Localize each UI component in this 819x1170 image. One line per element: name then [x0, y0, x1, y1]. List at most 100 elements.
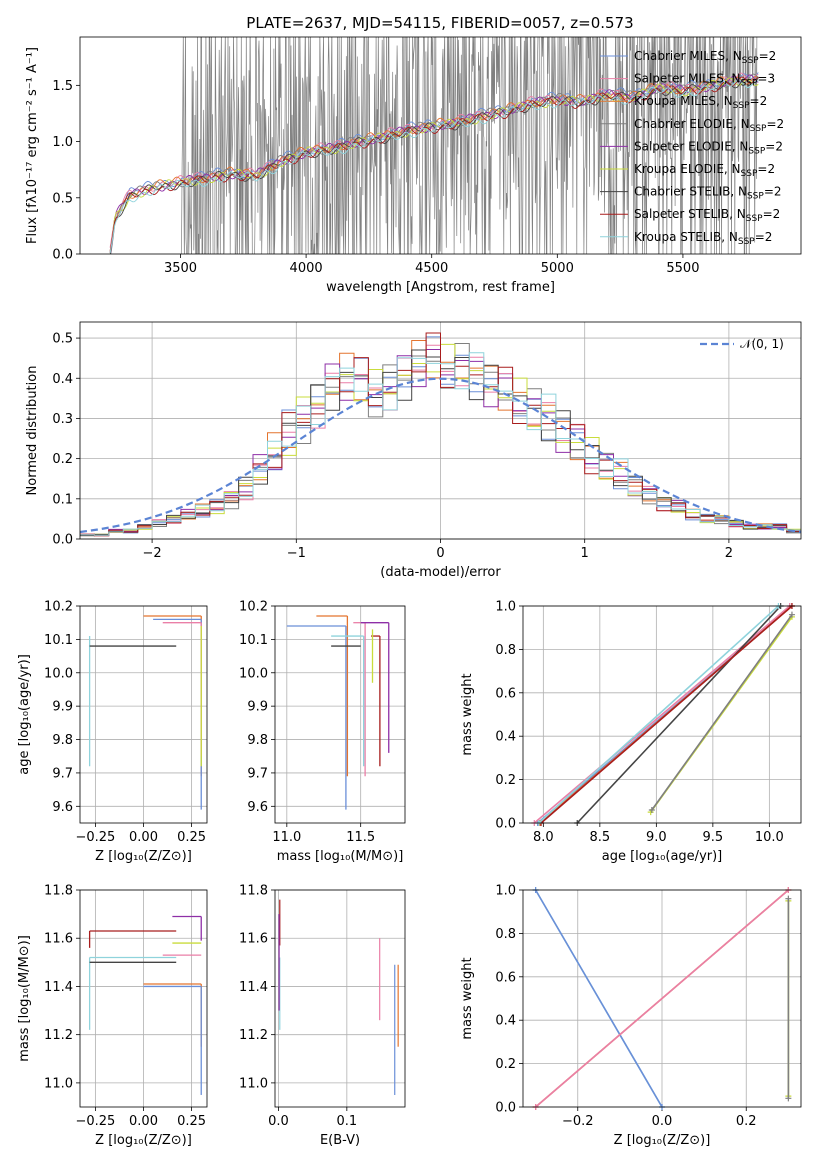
y-tick-label: 9.8: [52, 733, 73, 748]
x-tick-label: 0.2: [736, 1114, 757, 1129]
weight-line-5: [538, 605, 779, 824]
model-line-7: [109, 76, 759, 253]
x-tick-label: 4500: [415, 261, 448, 276]
y-tick-label: 11.0: [239, 1076, 268, 1091]
axes-frame: [79, 36, 802, 255]
y-tick-label: 11.6: [44, 932, 73, 947]
x-tick-label: 8.0: [533, 830, 554, 845]
y-tick-label: 10.2: [44, 600, 73, 615]
x-tick-label: 0: [436, 546, 444, 561]
y-tick-label: 0.2: [495, 773, 516, 788]
normal-curve-line: [79, 377, 802, 534]
y-tick-label: 0.8: [495, 643, 516, 658]
weight-marker: [785, 895, 792, 902]
y-axis-label: age [log₁₀(age/yr)]: [17, 654, 32, 775]
x-axis-label: Z [log₁₀(Z/Z⊙)]: [95, 1133, 192, 1148]
weight-line-4: [540, 605, 793, 824]
x-axis-label: Z [log₁₀(Z/Z⊙)]: [614, 1133, 711, 1148]
y-tick-label: 0.6: [495, 686, 516, 701]
axes-frame: [522, 605, 802, 824]
y-tick-label: 11.0: [44, 1076, 73, 1091]
y-tick-label: 9.6: [247, 800, 268, 815]
x-axis-label: E(B-V): [320, 1133, 360, 1148]
legend-label: Salpeter MILES, NSSP=3: [634, 72, 775, 89]
y-axis-label: mass weight: [460, 673, 475, 755]
y-tick-label: 10.0: [44, 666, 73, 681]
y-tick-label: 10.1: [44, 633, 73, 648]
legend-label: Chabrier ELODIE, NSSP=2: [634, 117, 784, 134]
x-tick-label: 0.0: [268, 1114, 289, 1129]
y-axis-label: mass weight: [460, 957, 475, 1039]
y-tick-label: 0.4: [52, 372, 73, 387]
weight-line-1: [533, 605, 791, 824]
y-tick-label: 0.1: [52, 492, 73, 507]
legend-label: Salpeter STELIB, NSSP=2: [634, 207, 780, 224]
panel-mass-vs-Z: −0.25 0.00 0.25 11.0 11.2 11.4 11.6 11.8 Z [log₁…: [17, 884, 208, 1148]
legend-label: Chabrier STELIB, NSSP=2: [634, 185, 782, 202]
x-tick-label: −2: [143, 546, 162, 561]
weight-marker: [648, 806, 655, 813]
panel-mass-weight-vs-Z: −0.2 0.0 0.2 0.0 0.2 0.4 0.6 0.8 1.0 Z [log₁₀(Z/Z…: [460, 884, 802, 1148]
histogram-step-8: [80, 352, 801, 536]
axes-frame: [79, 889, 208, 1108]
y-tick-label: 1.0: [52, 135, 73, 150]
x-tick-label: 0.25: [177, 830, 206, 845]
legend-label: 𝒩(0, 1): [740, 337, 784, 351]
model-line-5: [109, 77, 759, 254]
x-tick-label: 8.5: [590, 830, 611, 845]
spectrum-legend: Chabrier MILES, NSSP=2 Salpeter MILES, NS…: [600, 49, 784, 247]
y-axis-label: mass [log₁₀(M/M⊙)]: [17, 935, 32, 1062]
y-tick-label: 0.0: [52, 533, 73, 548]
model-line-6: [109, 77, 759, 254]
y-axis-label: Flux [fλ10⁻¹⁷ erg cm⁻² s⁻¹ A⁻¹]: [25, 47, 40, 244]
y-tick-label: 11.2: [239, 1028, 268, 1043]
x-tick-label: 0.0: [652, 1114, 673, 1129]
weight-line-1: [534, 889, 663, 1108]
y-tick-label: 11.2: [44, 1028, 73, 1043]
y-tick-label: 0.5: [52, 191, 73, 206]
observed-spectrum-line: [180, 37, 758, 254]
legend-label: Salpeter ELODIE, NSSP=2: [634, 139, 783, 156]
y-tick-label: 10.0: [239, 666, 268, 681]
x-tick-label: 11.0: [272, 830, 301, 845]
panel-mass-vs-ebv: 0.0 0.1 11.0 11.2 11.4 11.6 11.8 E(B-V): [239, 884, 406, 1148]
y-tick-label: 10.2: [239, 600, 268, 615]
x-tick-label: 3500: [164, 261, 197, 276]
y-tick-label: 11.8: [44, 884, 73, 899]
y-tick-label: 10.1: [239, 633, 268, 648]
axes-frame: [522, 889, 802, 1108]
x-tick-label: −1: [287, 546, 306, 561]
axes-frame: [79, 321, 802, 540]
x-axis-label: age [log₁₀(age/yr)]: [602, 849, 723, 864]
weight-line-7: [651, 614, 793, 811]
x-tick-label: 0.1: [336, 1114, 357, 1129]
x-tick-label: 0.25: [177, 1114, 206, 1129]
figure-title: PLATE=2637, MJD=54115, FIBERID=0057, z=0…: [246, 14, 633, 32]
histogram-step-7: [80, 332, 801, 537]
y-tick-label: 9.7: [52, 766, 73, 781]
panel-residuals: −2 −1 0 1 2 0.0 0.1 0.2 0.3 0.4 0.5 (data-model)/er…: [25, 321, 802, 580]
model-line-0: [109, 72, 759, 252]
x-axis-label: wavelength [Angstrom, rest frame]: [326, 280, 555, 295]
y-tick-label: 11.4: [239, 980, 268, 995]
axes-frame: [274, 889, 406, 1108]
x-axis-label: mass [log₁₀(M/M⊙)]: [277, 849, 404, 864]
legend-label: Kroupa ELODIE, NSSP=2: [634, 162, 775, 179]
y-tick-label: 0.6: [495, 970, 516, 985]
y-tick-label: 0.0: [495, 817, 516, 832]
y-tick-label: 9.9: [52, 700, 73, 715]
y-tick-label: 0.4: [495, 730, 516, 745]
panel-mass-weight-vs-age: 8.0 8.5 9.0 9.5 10.0 0.0 0.2 0.4 0.6 0.8 1.0 age [l…: [460, 600, 802, 864]
y-tick-label: 11.6: [239, 932, 268, 947]
model-line-8: [109, 79, 759, 254]
legend-label: Chabrier MILES, NSSP=2: [634, 49, 776, 66]
x-tick-label: 1: [581, 546, 589, 561]
weight-line-3: [576, 605, 782, 824]
y-tick-label: 0.5: [52, 332, 73, 347]
panel-age-vs-mass: 11.0 11.5 9.6 9.7 9.8 9.9 10.0 10.1 10.2 mass [lo…: [239, 600, 406, 864]
y-tick-label: 0.0: [52, 248, 73, 263]
y-tick-label: 9.6: [52, 800, 73, 815]
legend-label: Kroupa MILES, NSSP=2: [634, 94, 767, 111]
x-tick-label: 5000: [541, 261, 574, 276]
y-tick-label: 9.8: [247, 733, 268, 748]
